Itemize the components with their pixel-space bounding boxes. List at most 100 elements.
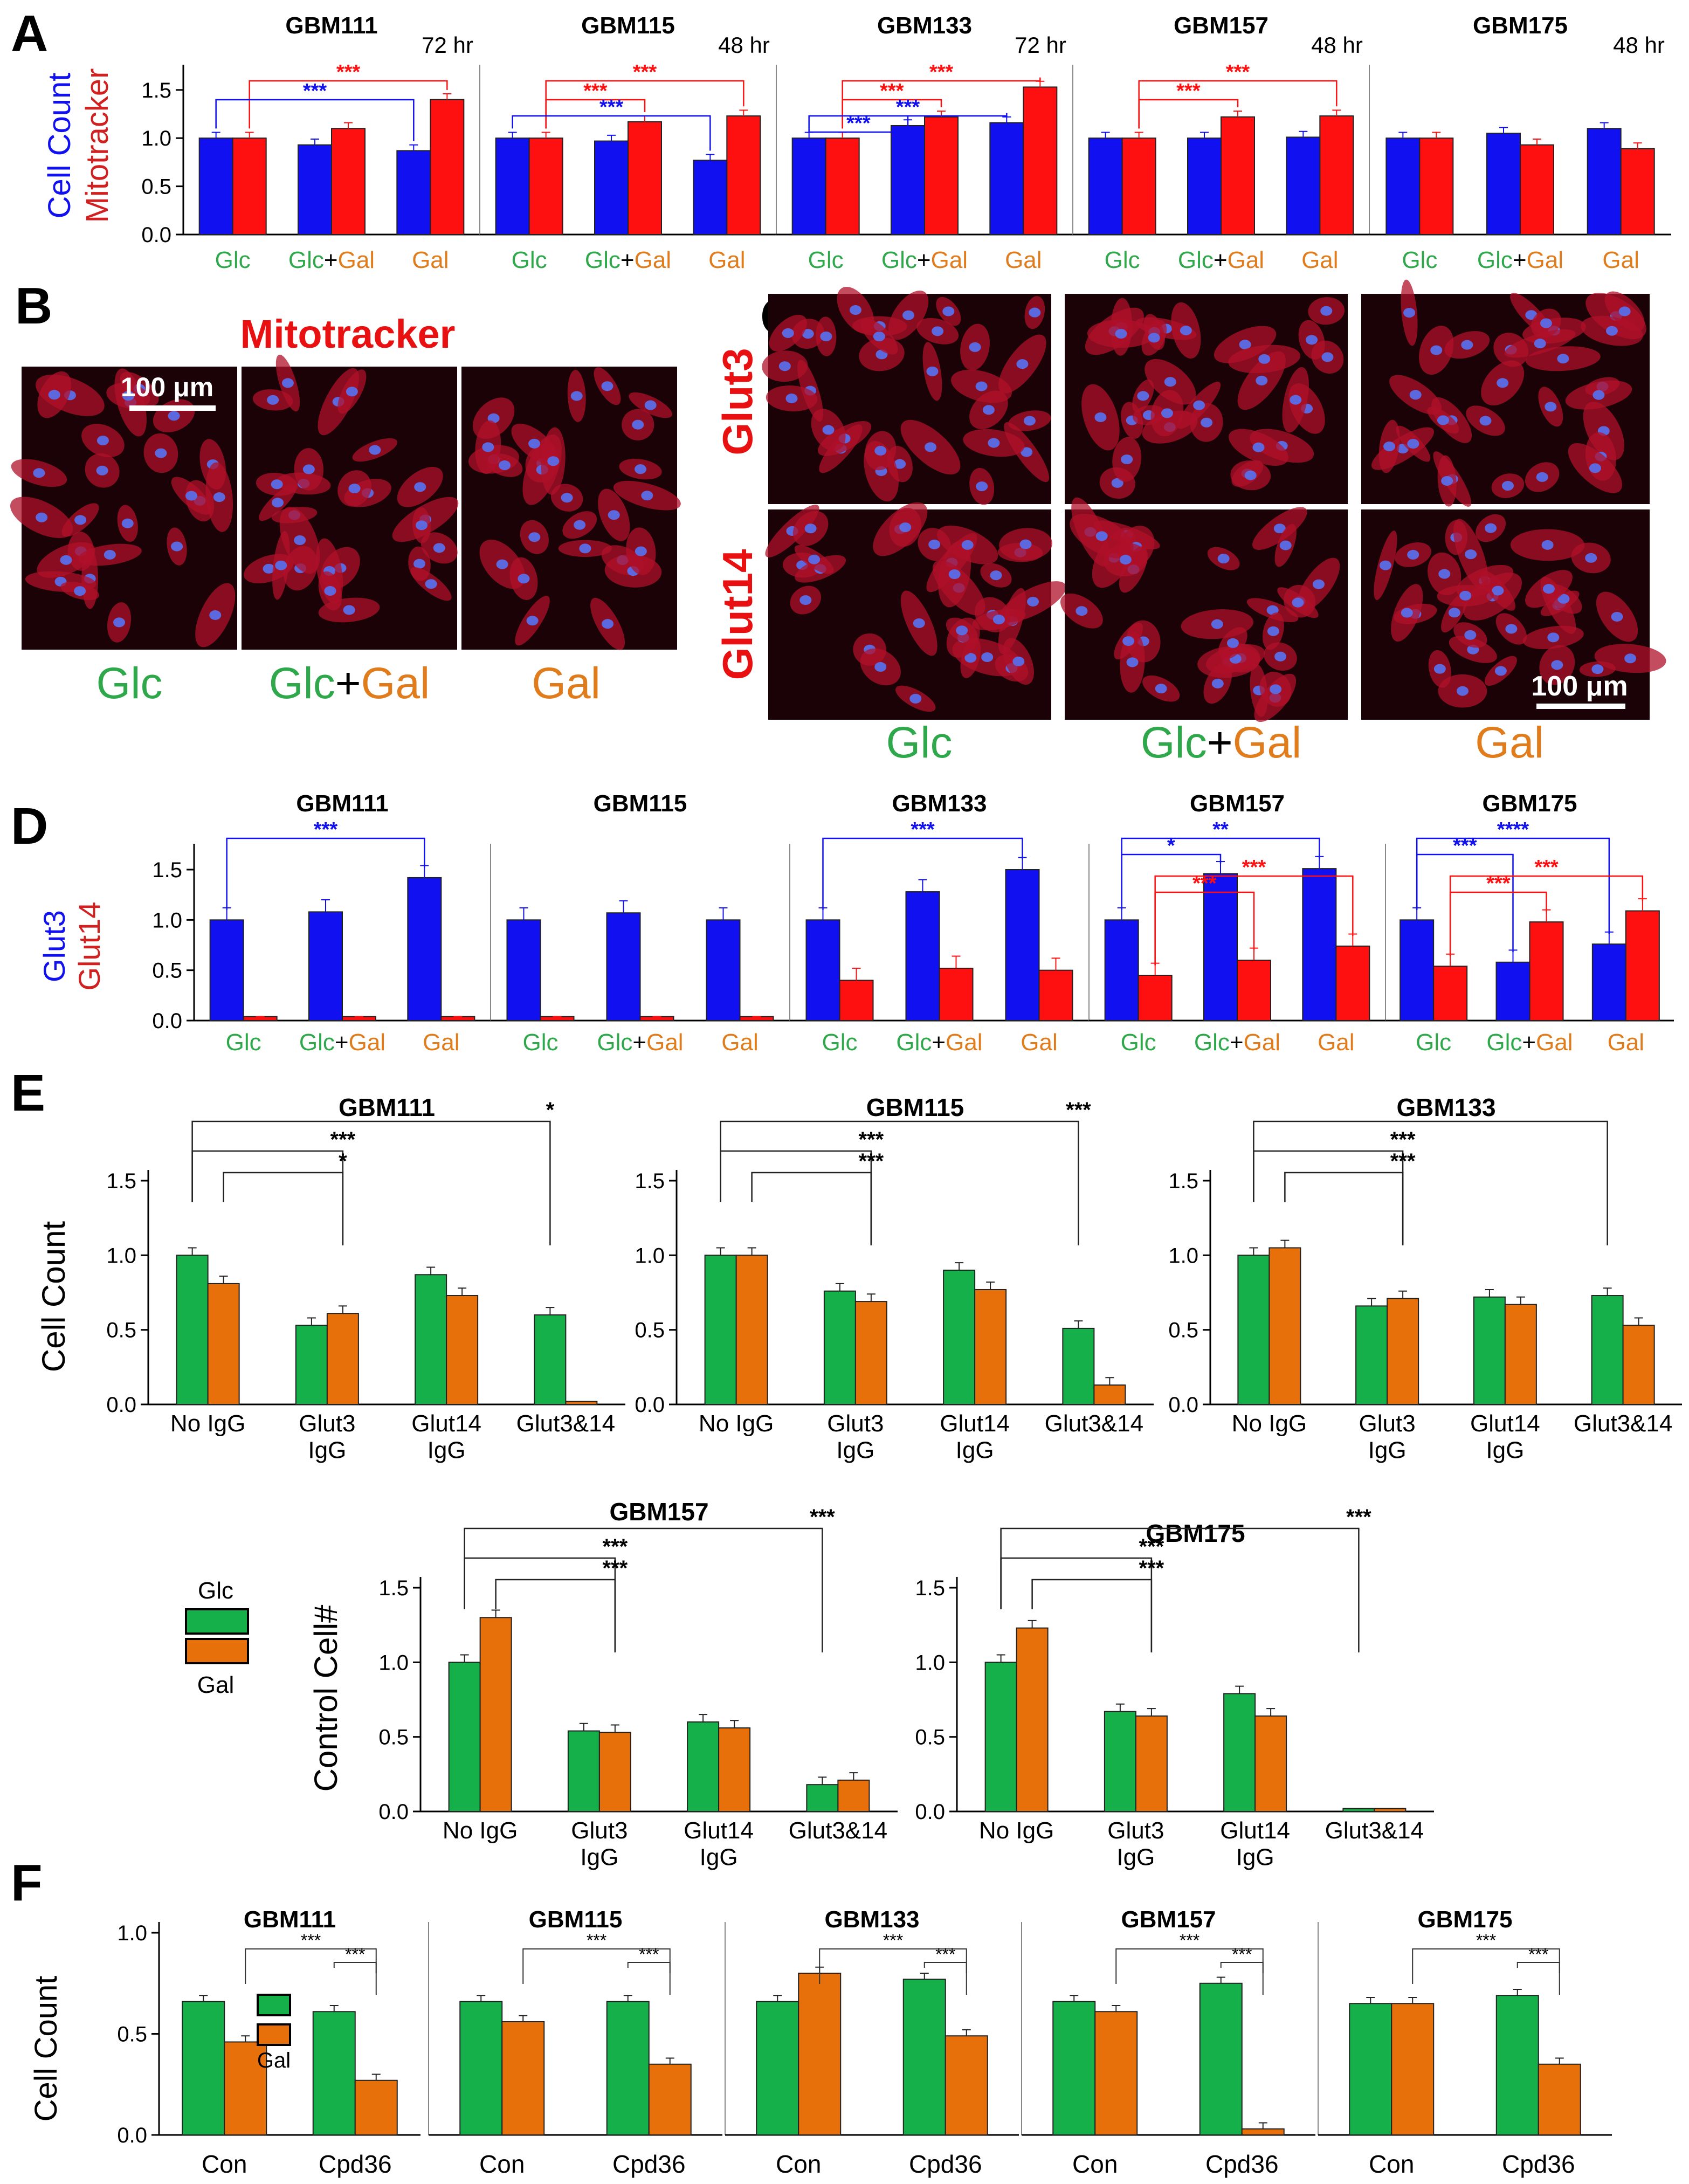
category-label: Glc+Gal	[1486, 1029, 1573, 1056]
bar	[407, 877, 442, 1022]
significance-bracket	[1121, 853, 1222, 910]
cell-nucleus	[1433, 664, 1446, 674]
plus-sign: +	[1230, 1029, 1244, 1056]
category-label: Con	[776, 2150, 821, 2178]
category-label: Gal	[1608, 1029, 1644, 1056]
bar	[1104, 1711, 1136, 1812]
chart-title: GBM133	[1396, 1093, 1495, 1121]
cell-nucleus	[1211, 619, 1223, 629]
significance-bracket	[842, 99, 942, 129]
panel-c-micrograph-2-1	[765, 502, 1066, 720]
significance-bracket	[1416, 853, 1514, 953]
comparison-bracket	[1253, 1120, 1608, 1245]
cell-nucleus	[975, 381, 988, 391]
category-label: IgG	[1116, 1844, 1155, 1870]
chart-title: GBM111	[296, 790, 388, 817]
y-tick-label: 1.5	[635, 1169, 665, 1193]
cell-nucleus	[1557, 594, 1570, 604]
panel-f-chart-gbm175: Con Cpd36 GBM175	[1318, 1906, 1612, 2178]
cell-nucleus	[608, 510, 620, 520]
glc-label: Glc	[1416, 1029, 1451, 1056]
cell-nucleus	[632, 419, 644, 430]
cell-nucleus	[1111, 478, 1123, 488]
cell-nucleus	[425, 579, 437, 589]
gal-label: Gal	[1527, 247, 1563, 273]
category-label: Cpd36	[1502, 2150, 1575, 2178]
category-label: Glc	[512, 247, 547, 273]
gal-label: Gal	[1228, 247, 1264, 273]
panel-b-title: Mitotracker	[240, 312, 456, 356]
cell-nucleus	[1464, 630, 1477, 640]
panel-a-ylabel-mitotracker: Mitotracker	[80, 68, 115, 223]
cell-nucleus	[1256, 375, 1268, 385]
significance-stars: ***	[859, 1149, 884, 1173]
significance-bracket	[1154, 891, 1255, 966]
time-label: 48 hr	[1311, 32, 1363, 58]
significance-stars: *	[339, 1149, 347, 1173]
bar	[295, 1325, 328, 1406]
cell-nucleus	[874, 445, 887, 456]
cell-nucleus	[281, 378, 294, 388]
panel-f-legend-gal-swatch	[257, 2023, 291, 2046]
cell-nucleus	[1618, 306, 1631, 316]
legend-gal-label: Gal	[197, 1672, 234, 1698]
bar	[989, 122, 1024, 235]
category-label: IgG	[308, 1437, 346, 1463]
bar	[1237, 960, 1271, 1021]
bar	[1016, 1627, 1049, 1812]
glc-label: Glc	[269, 659, 335, 708]
bar	[974, 1289, 1007, 1405]
cell-nucleus	[948, 569, 961, 580]
y-tick-label: 1.0	[106, 1244, 136, 1267]
significance-stars: ***	[1346, 1505, 1371, 1529]
cell-nucleus	[1461, 340, 1473, 350]
category-label: IgG	[1368, 1437, 1407, 1463]
significance-stars: ***	[603, 1535, 628, 1559]
cell-nucleus	[1290, 395, 1302, 405]
cell-nucleus	[909, 693, 922, 704]
cell-nucleus	[570, 391, 583, 401]
panel-c-scale-bar	[1536, 704, 1625, 709]
cell-nucleus	[1164, 377, 1176, 387]
bar	[1199, 1982, 1243, 2135]
category-label: Gal	[1301, 247, 1338, 273]
plus-sign: +	[335, 1029, 349, 1056]
bar	[1387, 1298, 1419, 1405]
bar	[1269, 1247, 1301, 1405]
bar	[945, 2035, 988, 2135]
y-tick-label: 1.5	[378, 1576, 409, 1600]
cell-nucleus	[1497, 378, 1509, 388]
category-label: IgG	[428, 1437, 466, 1463]
bar	[823, 1290, 856, 1406]
panel-b-scale-bar	[129, 405, 216, 411]
gal-label: Gal	[412, 247, 449, 273]
y-tick-label: 0.0	[378, 1800, 409, 1824]
bar	[839, 980, 874, 1022]
bar	[1591, 1295, 1624, 1406]
cell-nucleus	[155, 448, 167, 458]
cell-nucleus	[574, 520, 586, 530]
significance-stars: ***	[1476, 1931, 1496, 1950]
bar	[1138, 975, 1173, 1021]
bar	[1486, 133, 1521, 235]
panel-c-row-label-glut3: Glut3	[714, 348, 761, 455]
bar	[687, 1721, 720, 1812]
bar	[1495, 1995, 1539, 2135]
gal-label: Gal	[423, 1029, 459, 1056]
gal-label: Gal	[708, 247, 745, 273]
cell-nucleus	[294, 535, 306, 546]
bar	[628, 121, 662, 235]
panel-c-micrograph-1-3	[1361, 279, 1650, 507]
cell-nucleus	[782, 328, 794, 338]
category-label: Gal	[1021, 1029, 1057, 1056]
bar	[706, 919, 741, 1022]
cell-nucleus	[499, 460, 511, 471]
bar	[939, 967, 974, 1022]
category-label: Glut3	[827, 1410, 884, 1437]
cell-nucleus	[873, 332, 885, 342]
panel-letter-b: B	[15, 277, 52, 335]
glc-label: Glc	[288, 247, 324, 273]
y-tick-label: 1.0	[117, 1921, 147, 1945]
